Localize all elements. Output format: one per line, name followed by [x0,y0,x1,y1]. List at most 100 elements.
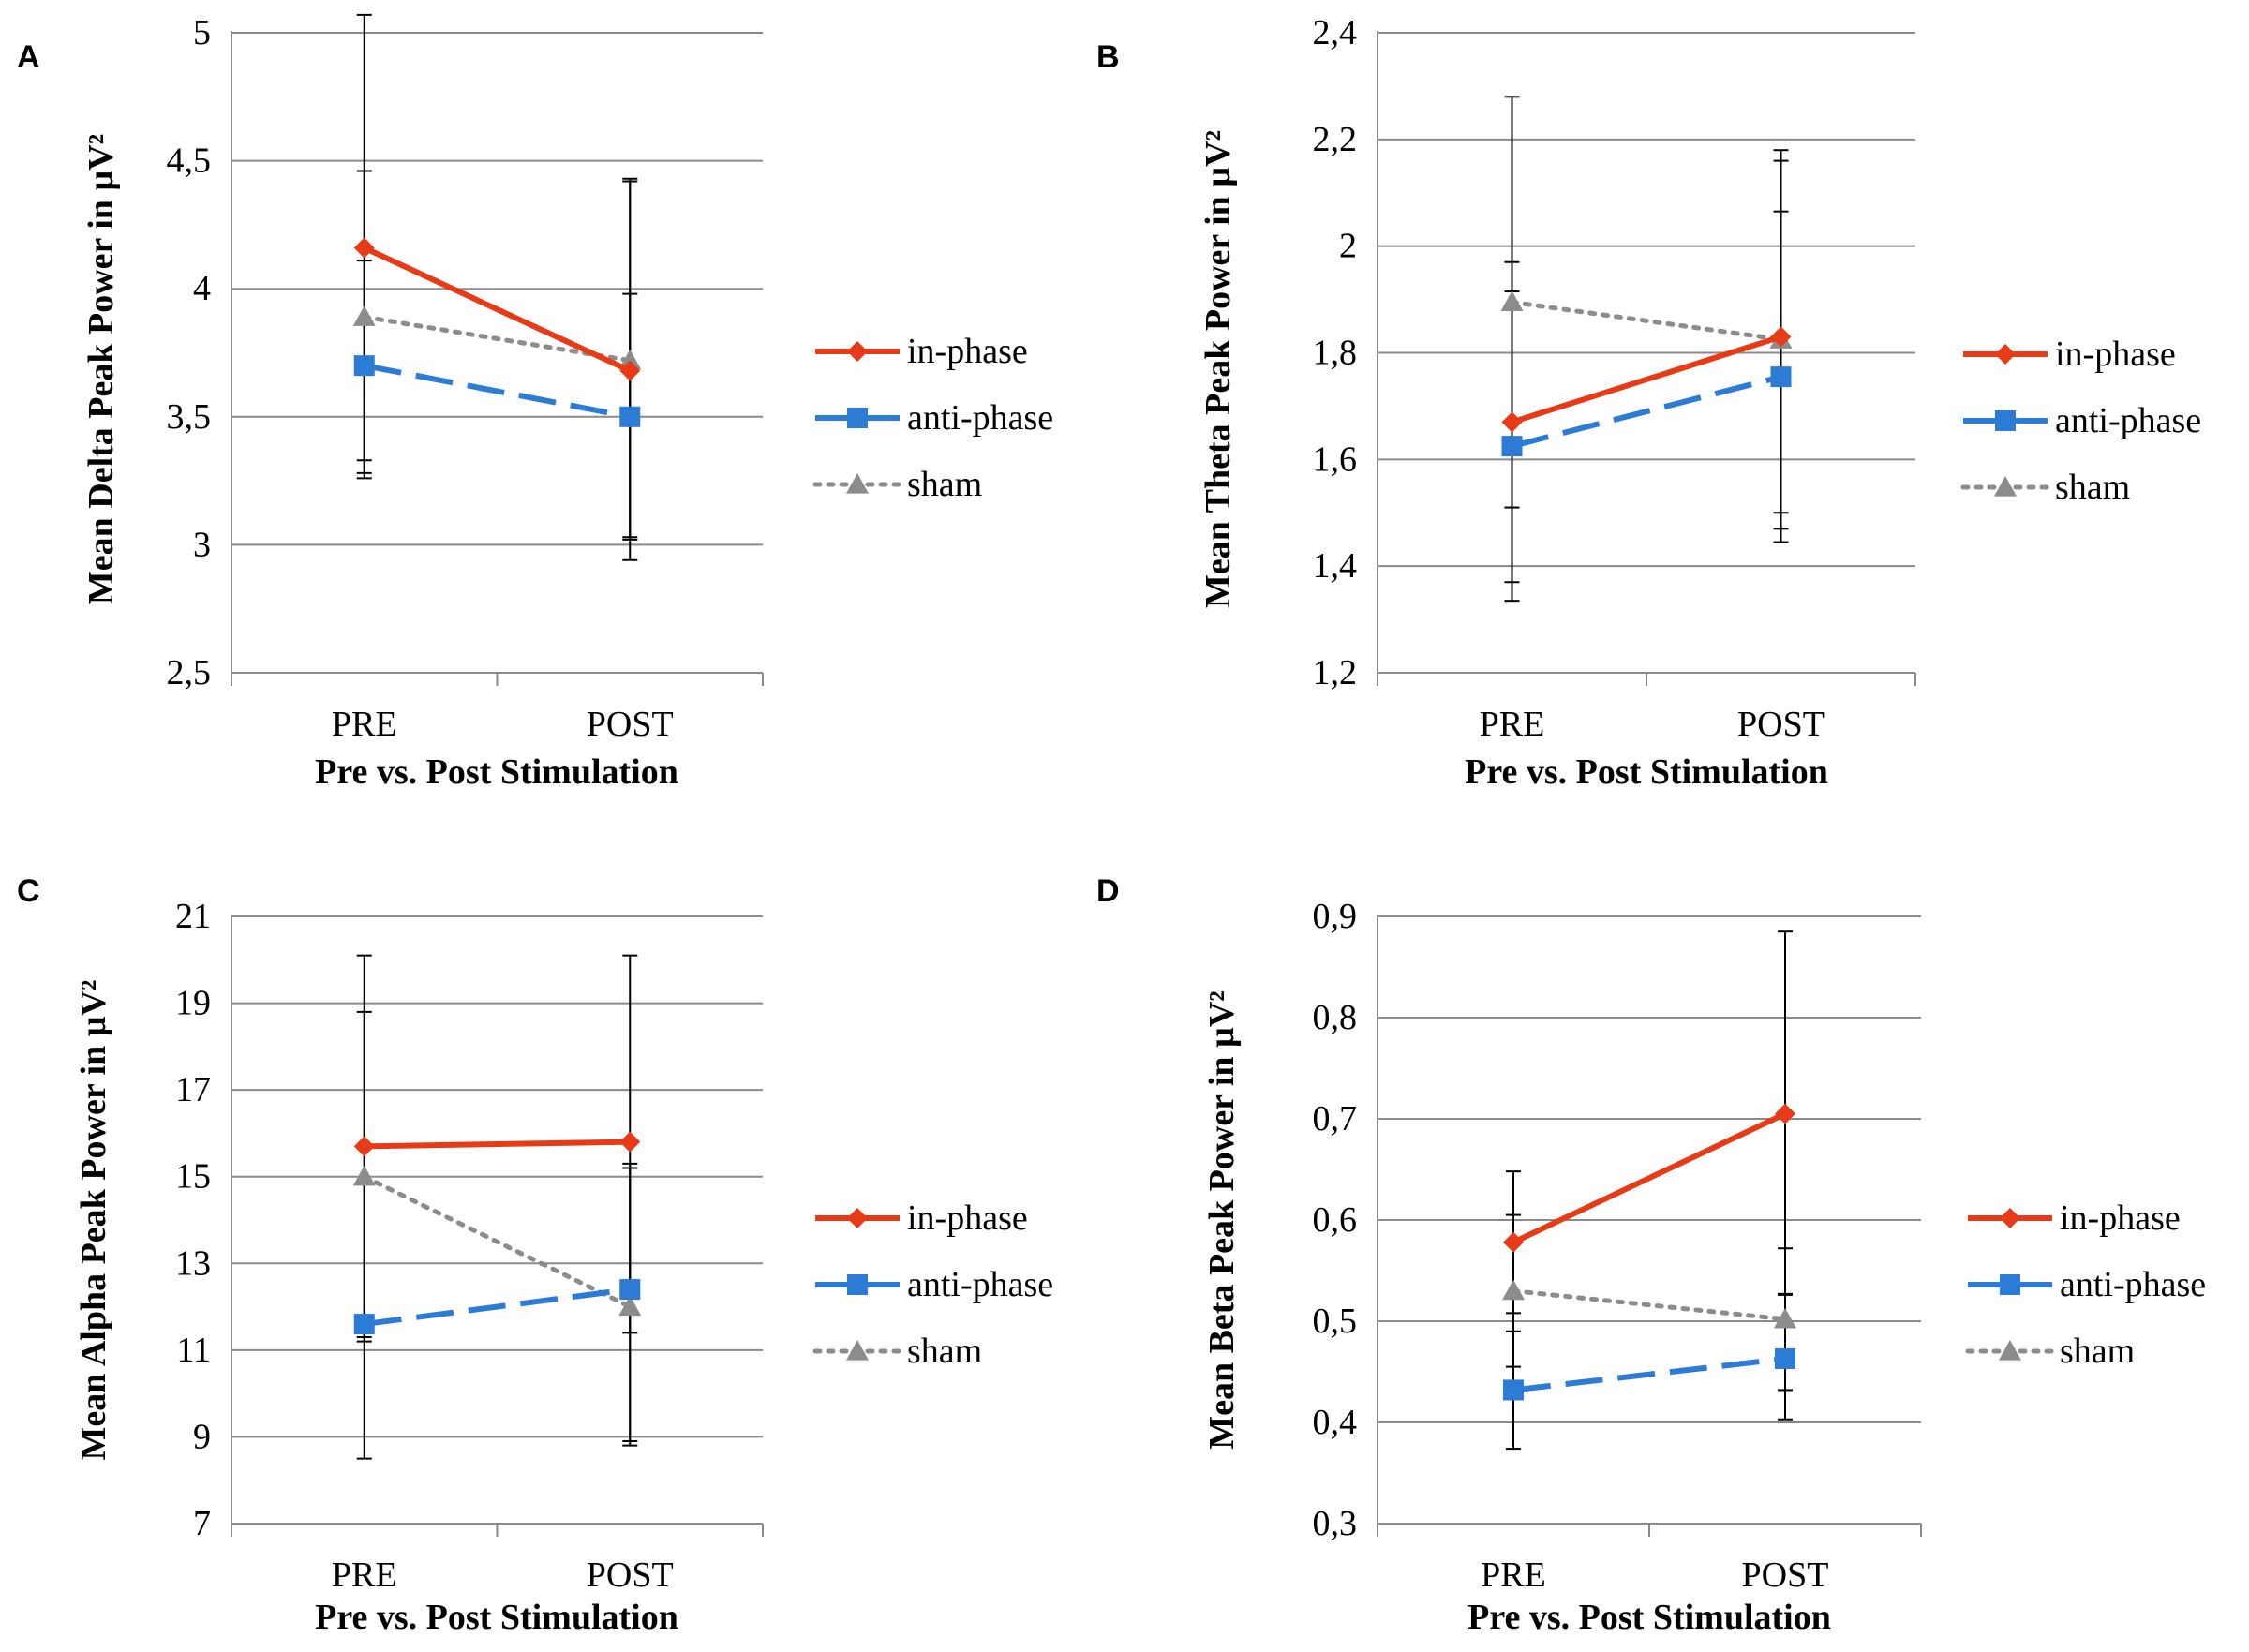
legend-marker-sham [1994,476,2017,497]
data-point-sham [352,1165,376,1186]
legend-label-in-phase: in-phase [2055,335,2176,374]
legend-marker-sham [1999,1340,2021,1361]
data-point-anti-phase [353,355,375,377]
data-point-sham [1774,1307,1796,1329]
data-point-anti-phase [619,1279,641,1301]
data-point-sham [1502,1279,1525,1301]
legend-marker-sham [846,473,869,494]
data-point-in-phase [1503,1231,1524,1253]
legend-label-sham: sham [907,1332,982,1371]
y-axis-title: Mean Theta Peak Power in µV² [1199,130,1238,608]
y-axis-title: Mean Beta Peak Power in µV² [1202,990,1242,1450]
x-tick-label: POST [587,705,674,744]
y-tick-label: 3,5 [167,397,212,437]
legend-marker-sham [846,1340,869,1361]
y-tick-label: 19 [175,984,211,1023]
panel-label: B [1096,39,1120,75]
legend-label-sham: sham [2060,1332,2135,1371]
panel-label: D [1096,873,1120,909]
series-line-anti-phase [1511,374,1782,450]
y-tick-label: 13 [175,1243,211,1283]
data-point-sham [618,1295,642,1317]
y-tick-label: 9 [193,1417,211,1456]
y-tick-label: 2,2 [1313,120,1358,159]
y-tick-label: 17 [175,1070,211,1109]
data-point-anti-phase [1503,1379,1524,1401]
chart-panel-b: B 1,2 1,4 1,6 1,8 2 2,2 2,4 PRE POST Pre vs. Post … [1096,13,2201,792]
legend-label-in-phase: in-phase [907,332,1028,371]
series-line-sham [362,1174,633,1310]
series-line-in-phase [1511,334,1782,425]
x-tick-label: PRE [332,705,397,744]
data-point-sham [618,349,642,370]
series-line-in-phase [364,1139,631,1150]
y-tick-label: 15 [175,1157,211,1197]
legend-marker-in-phase [1995,344,2016,365]
panel-label: A [17,39,40,75]
series-line-anti-phase [364,363,631,420]
y-tick-label: 3 [193,525,211,564]
y-tick-label: 0,9 [1313,897,1358,936]
data-point-in-phase [353,1136,375,1157]
x-tick-label: PRE [1480,705,1545,744]
y-tick-label: 2,4 [1313,13,1358,52]
y-tick-label: 0,7 [1313,1099,1358,1139]
y-tick-label: 0,5 [1313,1302,1358,1341]
legend-marker-in-phase [847,341,868,362]
legend-label-anti-phase: anti-phase [907,1265,1053,1304]
data-point-in-phase [1501,411,1523,433]
legend-label-anti-phase: anti-phase [2055,401,2201,440]
y-tick-label: 11 [176,1331,211,1370]
data-point-anti-phase [1770,366,1792,388]
data-point-in-phase [619,360,641,381]
y-tick-label: 1,2 [1313,653,1358,692]
y-tick-label: 5 [193,13,211,52]
x-axis-title: Pre vs. Post Stimulation [315,1598,678,1637]
legend-label-sham: sham [907,465,982,504]
legend-label-anti-phase: anti-phase [907,398,1053,438]
x-tick-label: POST [1737,705,1825,744]
data-point-in-phase [1775,1103,1795,1124]
x-axis-title: Pre vs. Post Stimulation [315,752,678,792]
y-tick-label: 0,4 [1313,1403,1358,1442]
data-point-anti-phase [1775,1347,1795,1369]
data-point-in-phase [619,1131,641,1153]
legend-marker-anti-phase [847,408,868,428]
legend-marker-anti-phase [2000,1274,2020,1295]
chart-panel-a: A 2,5 3 3,5 4 4,5 5 PRE POST Pre vs. Post Stimula… [17,13,1053,792]
y-tick-label: 4 [193,269,211,308]
x-axis-title: Pre vs. Post Stimulation [1465,752,1828,792]
y-tick-label: 2 [1339,227,1357,266]
y-tick-label: 2,5 [167,653,212,692]
data-point-anti-phase [1501,436,1523,457]
series-line-sham [1510,299,1783,342]
y-tick-label: 0,3 [1313,1504,1358,1543]
series-line-sham [1511,1288,1788,1322]
y-tick-label: 0,8 [1313,998,1358,1037]
panel-label: C [17,873,40,909]
y-tick-label: 1,6 [1313,439,1358,479]
series-line-in-phase [1512,1110,1787,1245]
legend-label-sham: sham [2055,468,2130,507]
y-tick-label: 4,5 [167,141,212,181]
y-tick-label: 1,4 [1313,546,1358,586]
y-tick-label: 1,8 [1313,334,1358,373]
data-point-anti-phase [353,1314,375,1335]
data-point-anti-phase [619,406,641,427]
series-line-in-phase [363,245,632,374]
legend-marker-in-phase [847,1208,868,1228]
x-tick-label: PRE [332,1555,397,1595]
y-tick-label: 21 [175,897,211,936]
x-tick-label: POST [587,1555,674,1595]
y-axis-title: Mean Alpha Peak Power in µV² [74,980,113,1461]
series-line-anti-phase [364,1287,631,1328]
legend-label-in-phase: in-phase [2060,1198,2181,1238]
legend-label-anti-phase: anti-phase [2060,1265,2206,1304]
y-tick-label: 0,6 [1313,1200,1358,1240]
legend-marker-anti-phase [1995,410,2016,431]
legend-marker-anti-phase [847,1274,868,1295]
x-tick-label: POST [1742,1555,1829,1595]
